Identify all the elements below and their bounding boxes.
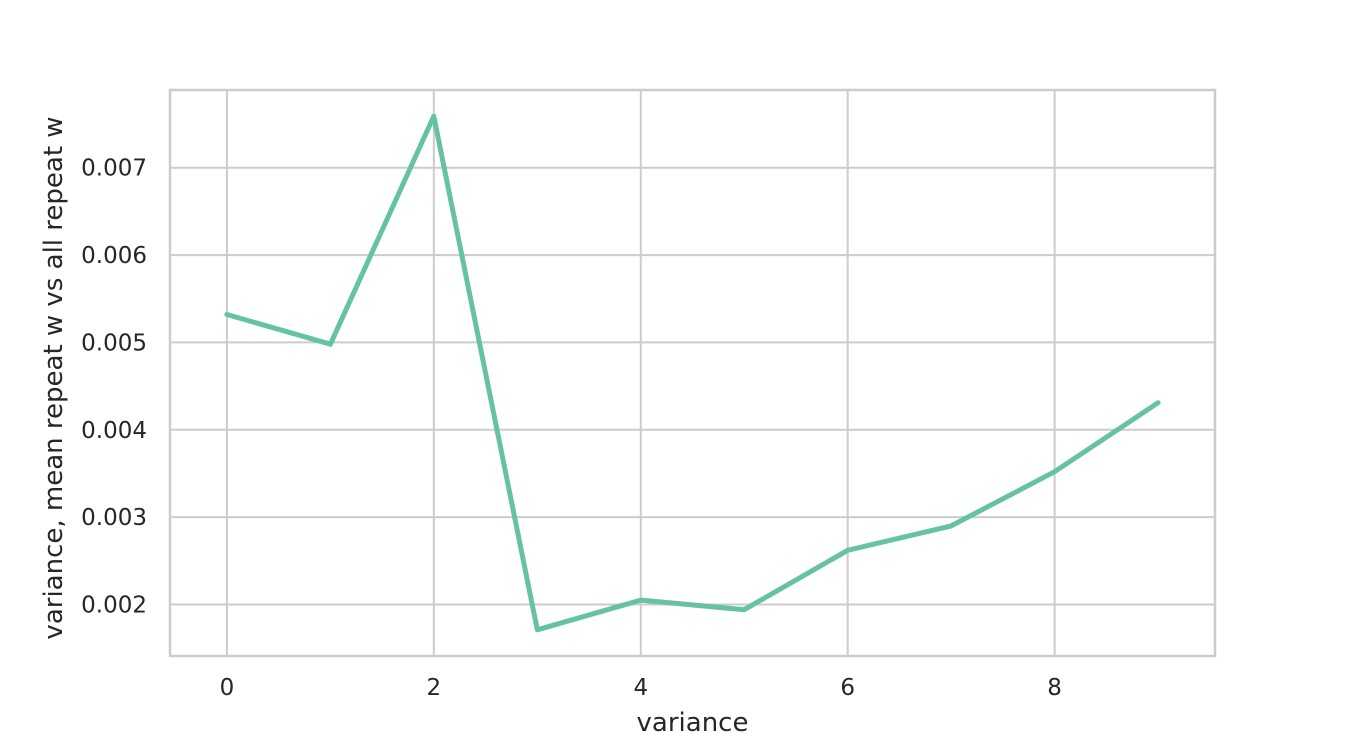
x-tick-label: 6 xyxy=(840,675,855,701)
y-tick-label: 0.003 xyxy=(81,505,147,531)
x-tick-labels: 0 2 4 6 8 xyxy=(220,675,1062,701)
y-tick-label: 0.007 xyxy=(81,156,147,182)
y-tick-label: 0.005 xyxy=(81,330,147,356)
y-tick-label: 0.004 xyxy=(81,418,147,444)
x-axis-label: variance xyxy=(637,708,749,738)
y-tick-label: 0.006 xyxy=(81,243,147,269)
x-tick-label: 0 xyxy=(220,675,235,701)
plot-frame xyxy=(168,88,1217,658)
series-line xyxy=(224,113,1161,633)
y-tick-labels: 0.002 0.003 0.004 0.005 0.006 0.007 xyxy=(81,156,147,619)
series-layer xyxy=(224,113,1161,633)
y-tick-label: 0.002 xyxy=(81,592,147,618)
x-tick-label: 2 xyxy=(427,675,442,701)
x-tick-label: 4 xyxy=(633,675,648,701)
y-axis-label: variance, mean repeat w vs all repeat w xyxy=(39,116,69,639)
x-tick-label: 8 xyxy=(1047,675,1062,701)
grid xyxy=(170,90,1215,656)
